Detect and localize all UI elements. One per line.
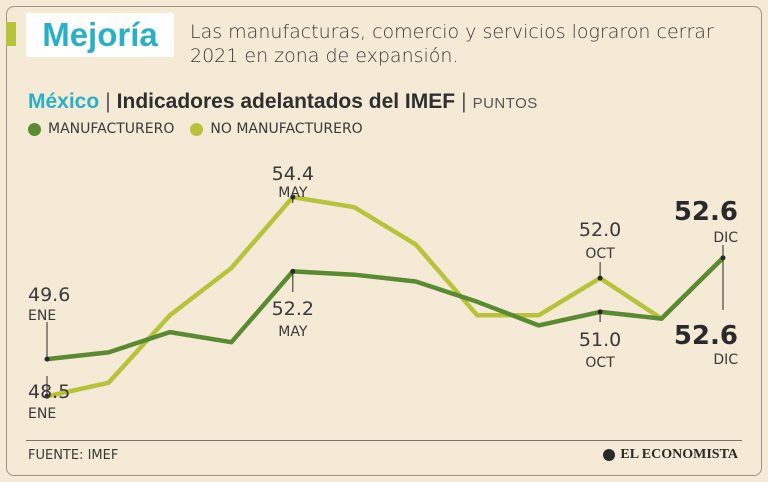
- annotation-month-m-oct: OCT: [585, 355, 615, 371]
- legend-label-no-manufacturero: NO MANUFACTURERO: [210, 121, 363, 137]
- legend-label-manufacturero: MANUFACTURERO: [48, 121, 175, 137]
- legend-dot-no-manufacturero: [190, 122, 204, 136]
- annotation-value-m-oct: 51.0: [579, 329, 621, 351]
- footer-divider: [26, 440, 742, 441]
- subhead-line-2: 2021 en zona de expansión.: [190, 45, 459, 67]
- annotation-month-n-oct: OCT: [585, 246, 615, 262]
- subhead-line-1: Las manufacturas, comercio y servicios l…: [190, 21, 714, 43]
- legend-dot-manufacturero: [28, 122, 41, 136]
- chart-title-text: Indicadores adelantados del IMEF: [116, 90, 456, 113]
- annotation-month-dic-bottom: DIC: [713, 352, 738, 368]
- headline: Mejoría: [42, 16, 158, 53]
- series-line-manufacturero: [44, 255, 726, 362]
- annotation-value-dic-bottom: 52.6: [674, 321, 738, 351]
- annotation-month-n-may: MAY: [278, 185, 308, 201]
- chart-title: México | Indicadores adelantados del IMEF |…: [28, 90, 538, 114]
- source-note: FUENTE: IMEF: [28, 448, 119, 463]
- brand-icon: [603, 449, 616, 461]
- legend-item-no-manufacturero: NO MANUFACTURERO: [190, 121, 363, 137]
- legend-item-manufacturero: MANUFACTURERO: [28, 121, 174, 137]
- headline-box: Mejoría: [26, 13, 174, 57]
- subhead: Las manufacturas, comercio y servicios l…: [190, 20, 730, 68]
- units-separator: |: [461, 90, 467, 113]
- series-line-no-manufacturero: [44, 194, 726, 399]
- annotation-value-n-ene: 48.5: [28, 381, 70, 403]
- annotation-month-n-ene: ENE: [28, 406, 56, 422]
- annotation-value-n-oct: 52.0: [579, 219, 621, 241]
- chart-country: México: [28, 90, 100, 113]
- brand-name: EL ECONOMISTA: [620, 447, 738, 462]
- annotation-month-m-ene: ENE: [28, 308, 56, 324]
- annotation-value-m-may: 52.2: [272, 298, 314, 320]
- annotation-month-m-may: MAY: [278, 324, 308, 340]
- legend: MANUFACTURERO NO MANUFACTURERO: [28, 121, 379, 137]
- chart-frame: [6, 6, 762, 476]
- accent-bar: [6, 22, 16, 46]
- chart-units: PUNTOS: [472, 95, 538, 112]
- annotation-value-m-ene: 49.6: [28, 284, 70, 306]
- title-separator: |: [105, 90, 111, 113]
- annotation-value-dic-top: 52.6: [674, 197, 738, 227]
- annotation-value-n-may: 54.4: [272, 163, 314, 185]
- brand-logo: EL ECONOMISTA: [603, 447, 738, 463]
- annotation-month-dic-top: DIC: [713, 230, 738, 246]
